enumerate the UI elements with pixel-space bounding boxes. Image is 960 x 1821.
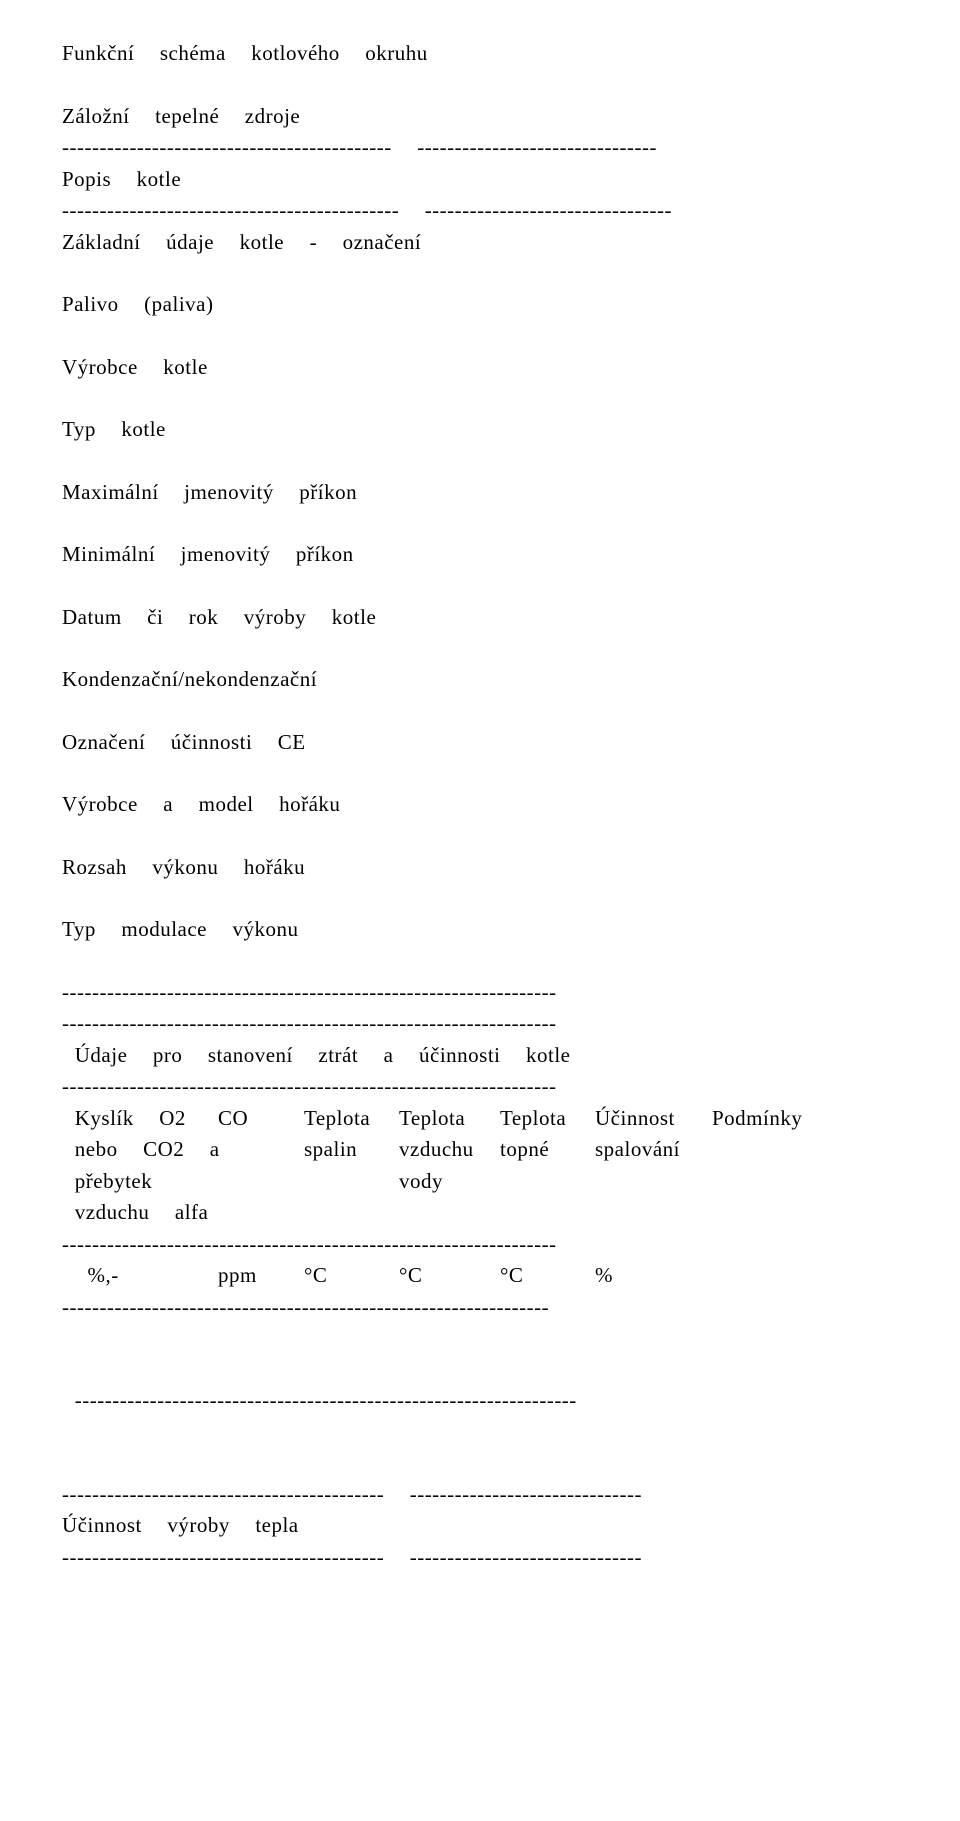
text-line: Typ modulace výkonu bbox=[62, 914, 898, 946]
unit-degc: °C bbox=[304, 1260, 399, 1292]
text-line: Maximální jmenovitý příkon bbox=[62, 477, 898, 509]
col-ucinnost bbox=[595, 1166, 712, 1198]
col-teplota-spalin bbox=[304, 1197, 399, 1229]
col-teplota-spalin: spalin bbox=[304, 1134, 399, 1166]
table-header-row: přebytek vody bbox=[62, 1166, 898, 1198]
dash-rule: ----------------------------------------… bbox=[62, 1292, 898, 1324]
col-teplota-topne bbox=[500, 1197, 595, 1229]
blank-line bbox=[62, 321, 898, 352]
blank-line bbox=[62, 696, 898, 727]
unit-degc: °C bbox=[399, 1260, 500, 1292]
col-teplota-vzduchu bbox=[399, 1197, 500, 1229]
text-line: Údaje pro stanovení ztrát a účinnosti ko… bbox=[62, 1040, 898, 1072]
text-line: Výrobce a model hořáku bbox=[62, 789, 898, 821]
dash-rule: ----------------------------------------… bbox=[62, 1385, 898, 1417]
col-podminky: Podmínky bbox=[712, 1103, 832, 1135]
col-kyslik: Kyslík O2 bbox=[62, 1103, 218, 1135]
text-line: Popis kotle bbox=[62, 164, 898, 196]
text-line: Rozsah výkonu hořáku bbox=[62, 852, 898, 884]
blank-line bbox=[62, 1354, 898, 1385]
text-line: Datum či rok výroby kotle bbox=[62, 602, 898, 634]
text-line: Minimální jmenovitý příkon bbox=[62, 539, 898, 571]
col-co bbox=[218, 1166, 304, 1198]
blank-line bbox=[62, 1323, 898, 1354]
dash-rule: ----------------------------------------… bbox=[62, 1479, 898, 1511]
col-co: CO bbox=[218, 1103, 304, 1135]
col-teplota-spalin bbox=[304, 1166, 399, 1198]
col-teplota-vzduchu: vzduchu bbox=[399, 1134, 500, 1166]
col-ucinnost bbox=[595, 1197, 712, 1229]
dash-rule: ----------------------------------------… bbox=[62, 195, 898, 227]
dash-rule: ----------------------------------------… bbox=[62, 1542, 898, 1574]
col-teplota-topne: topné bbox=[500, 1134, 595, 1166]
text-line: Palivo (paliva) bbox=[62, 289, 898, 321]
table-header-row: nebo CO2 a spalin vzduchu topné spalován… bbox=[62, 1134, 898, 1166]
unit-blank bbox=[712, 1260, 832, 1292]
blank-line bbox=[62, 1448, 898, 1479]
table-header-row: Kyslík O2 CO Teplota Teplota Teplota Úči… bbox=[62, 1103, 898, 1135]
blank-line bbox=[62, 508, 898, 539]
unit-degc: °C bbox=[500, 1260, 595, 1292]
col-kyslik: přebytek bbox=[62, 1166, 218, 1198]
col-podminky bbox=[712, 1166, 832, 1198]
dash-rule: ----------------------------------------… bbox=[62, 132, 898, 164]
dash-rule: ----------------------------------------… bbox=[62, 1229, 898, 1261]
unit-percent: % bbox=[595, 1260, 712, 1292]
col-co bbox=[218, 1197, 304, 1229]
col-ucinnost: spalování bbox=[595, 1134, 712, 1166]
text-line: Záložní tepelné zdroje bbox=[62, 101, 898, 133]
col-ucinnost: Účinnost bbox=[595, 1103, 712, 1135]
blank-line bbox=[62, 883, 898, 914]
blank-line bbox=[62, 1417, 898, 1448]
table-units-row: %,- ppm °C °C °C % bbox=[62, 1260, 898, 1292]
text-line: Základní údaje kotle - označení bbox=[62, 227, 898, 259]
blank-line bbox=[62, 946, 898, 977]
col-kyslik: vzduchu alfa bbox=[62, 1197, 218, 1229]
text-line: Výrobce kotle bbox=[62, 352, 898, 384]
blank-line bbox=[62, 821, 898, 852]
col-teplota-topne: Teplota bbox=[500, 1103, 595, 1135]
blank-line bbox=[62, 571, 898, 602]
col-kyslik: nebo CO2 a bbox=[62, 1134, 218, 1166]
dash-rule: ----------------------------------------… bbox=[62, 977, 898, 1009]
blank-line bbox=[62, 446, 898, 477]
blank-line bbox=[62, 383, 898, 414]
col-podminky bbox=[712, 1197, 832, 1229]
unit-ppm: ppm bbox=[218, 1260, 304, 1292]
text-line: Typ kotle bbox=[62, 414, 898, 446]
unit-percent: %,- bbox=[62, 1260, 218, 1292]
blank-line bbox=[62, 633, 898, 664]
col-co bbox=[218, 1134, 304, 1166]
dash-rule: ----------------------------------------… bbox=[62, 1071, 898, 1103]
text-line: Funkční schéma kotlového okruhu bbox=[62, 38, 898, 70]
dash-rule: ----------------------------------------… bbox=[62, 1008, 898, 1040]
blank-line bbox=[62, 758, 898, 789]
text-line: Účinnost výroby tepla bbox=[62, 1510, 898, 1542]
col-teplota-vzduchu: Teplota bbox=[399, 1103, 500, 1135]
col-teplota-topne bbox=[500, 1166, 595, 1198]
col-podminky bbox=[712, 1134, 832, 1166]
text-line: Kondenzační/nekondenzační bbox=[62, 664, 898, 696]
table-header-row: vzduchu alfa bbox=[62, 1197, 898, 1229]
blank-line bbox=[62, 70, 898, 101]
blank-line bbox=[62, 258, 898, 289]
col-teplota-vzduchu: vody bbox=[399, 1166, 500, 1198]
text-line: Označení účinnosti CE bbox=[62, 727, 898, 759]
col-teplota-spalin: Teplota bbox=[304, 1103, 399, 1135]
